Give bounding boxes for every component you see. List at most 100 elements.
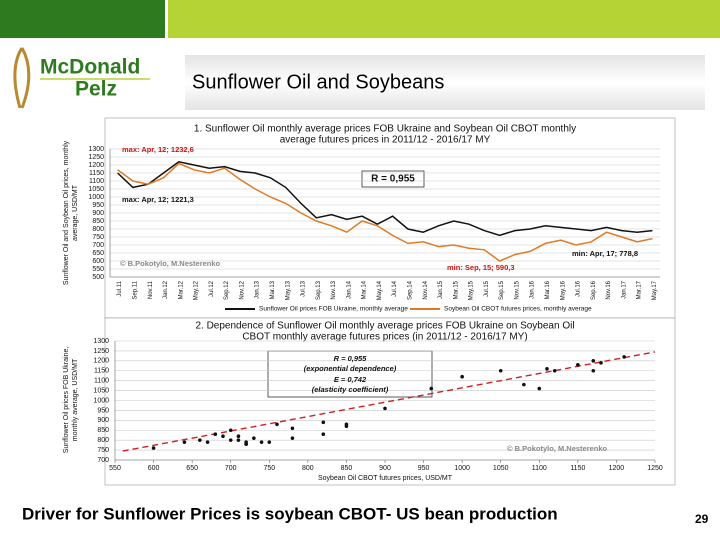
x-tick-label: Jul.16 xyxy=(576,280,582,297)
x-tick-label: 1250 xyxy=(647,465,663,472)
x-tick-label: May.16 xyxy=(560,280,566,300)
x-tick-label: Jan.12 xyxy=(163,280,169,299)
x-tick-label: May.14 xyxy=(377,280,383,300)
x-tick-label: Nov.14 xyxy=(423,280,429,299)
charts: 1. Sunflower Oil monthly average prices … xyxy=(63,124,663,482)
x-tick-label: Jan.15 xyxy=(438,280,444,299)
annotation: © B.Pokotylo, M.Nesterenko xyxy=(120,259,221,268)
x-tick-label: Jul.15 xyxy=(484,280,490,297)
x-tick-label: Sep.11 xyxy=(132,280,138,299)
scatter-point xyxy=(460,374,464,379)
scatter-point xyxy=(599,361,603,365)
x-tick-label: Nov.15 xyxy=(514,280,520,299)
scatter-point xyxy=(576,363,580,367)
x-tick-label: 1200 xyxy=(609,465,625,472)
scatter-point xyxy=(290,436,295,440)
annotation: R = 0,955 xyxy=(371,174,415,185)
x-tick-label: Mar.15 xyxy=(453,280,459,299)
scatter-point xyxy=(236,434,241,439)
y-tick-label: 1050 xyxy=(93,387,109,394)
x-tick-label: Mar.13 xyxy=(270,280,276,299)
scatter-point xyxy=(252,436,256,440)
y-tick-label: 900 xyxy=(92,210,104,217)
y-tick-label: 750 xyxy=(97,447,109,454)
y-tick-label: 1000 xyxy=(88,194,104,201)
x-tick-label: Mar.17 xyxy=(637,280,643,299)
scatter-point xyxy=(236,438,241,442)
x-tick-label: Mar.16 xyxy=(545,280,551,299)
annotation: E = 0,742 xyxy=(334,375,367,384)
annotation: min: Apr, 17; 778,8 xyxy=(572,249,638,258)
y-axis-label: Sunflower Oil and Soybean Oil prices, mo… xyxy=(63,140,70,285)
y-tick-label: 900 xyxy=(97,417,109,424)
x-tick-label: Jul.13 xyxy=(301,280,307,297)
x-tick-label: May.17 xyxy=(652,280,658,300)
legend-label: Soybean Oil CBOT futures prices, monthly… xyxy=(444,306,592,313)
header-bar-left xyxy=(0,0,165,38)
scatter-point xyxy=(275,422,279,427)
y-tick-label: 750 xyxy=(92,234,104,241)
y-tick-label: 1100 xyxy=(94,378,109,385)
header-bar-right xyxy=(168,0,720,38)
x-tick-label: Nov.12 xyxy=(239,280,245,299)
x-tick-label: Jan.16 xyxy=(530,280,536,299)
trendline xyxy=(122,351,656,452)
x-tick-label: May.15 xyxy=(469,280,475,300)
x-tick-label: May.12 xyxy=(194,280,200,300)
r-box xyxy=(267,350,433,398)
annotation: min: Sep, 15; 590,3 xyxy=(447,263,515,272)
scatter-point xyxy=(591,359,596,363)
x-tick-label: 850 xyxy=(341,465,353,472)
scatter-point xyxy=(591,368,596,373)
scatter-point xyxy=(228,428,233,433)
logo: McDonald Pelz xyxy=(13,47,150,109)
scatter-point xyxy=(622,355,626,359)
y-tick-label: 500 xyxy=(92,274,104,281)
annotation: © B.Pokotylo, M.Nesterenko xyxy=(507,444,608,453)
x-tick-label: Jul.12 xyxy=(209,280,215,297)
x-tick-label: Jan.14 xyxy=(346,280,352,299)
x-tick-label: Sep.16 xyxy=(591,280,597,300)
x-tick-label: 1150 xyxy=(570,465,585,472)
y-tick-label: 600 xyxy=(92,258,104,265)
x-tick-label: Jan.17 xyxy=(621,280,627,299)
y-axis-label: average, USD/MT xyxy=(72,184,79,241)
scatter-point xyxy=(383,406,387,411)
annotation: max: Apr, 12; 1221,3 xyxy=(122,195,194,204)
annotation: max: Apr, 12; 1232,6 xyxy=(122,145,194,154)
x-tick-label: Mar.14 xyxy=(362,280,368,299)
y-tick-label: 950 xyxy=(92,202,104,209)
series-line xyxy=(117,162,653,262)
x-tick-label: Sep.12 xyxy=(224,280,230,300)
scatter-point xyxy=(228,438,233,442)
y-tick-label: 800 xyxy=(97,437,109,444)
x-tick-label: Sep.15 xyxy=(499,280,505,300)
y-tick-label: 850 xyxy=(97,427,109,434)
y-tick-label: 1000 xyxy=(93,397,109,404)
scatter-point xyxy=(151,446,156,450)
scatter-point xyxy=(213,432,218,437)
x-tick-label: 950 xyxy=(418,465,430,472)
scatter-point xyxy=(221,434,225,439)
r-box xyxy=(361,170,425,188)
y-tick-label: 700 xyxy=(92,242,104,249)
y-tick-label: 1050 xyxy=(88,186,104,193)
y-tick-label: 550 xyxy=(92,266,104,273)
scatter-point xyxy=(290,426,295,431)
y-tick-label: 1150 xyxy=(94,368,109,375)
chart-title: 1. Sunflower Oil monthly average prices … xyxy=(194,124,576,135)
x-tick-label: Mar.12 xyxy=(178,280,184,299)
x-tick-label: 800 xyxy=(302,465,314,472)
x-tick-label: 1050 xyxy=(493,465,509,472)
x-tick-label: Jul.11 xyxy=(117,280,123,296)
scatter-point xyxy=(344,422,349,427)
annotation: (exponential dependence) xyxy=(304,364,397,373)
y-tick-label: 650 xyxy=(92,250,104,257)
scatter-point xyxy=(182,440,187,444)
y-axis-label: Sunflower Oil prices FOB Ukraine, xyxy=(63,347,70,454)
x-tick-label: 650 xyxy=(186,465,198,472)
annotation: R = 0,955 xyxy=(334,354,368,363)
x-tick-label: 700 xyxy=(225,465,237,472)
scatter-point xyxy=(321,432,326,437)
